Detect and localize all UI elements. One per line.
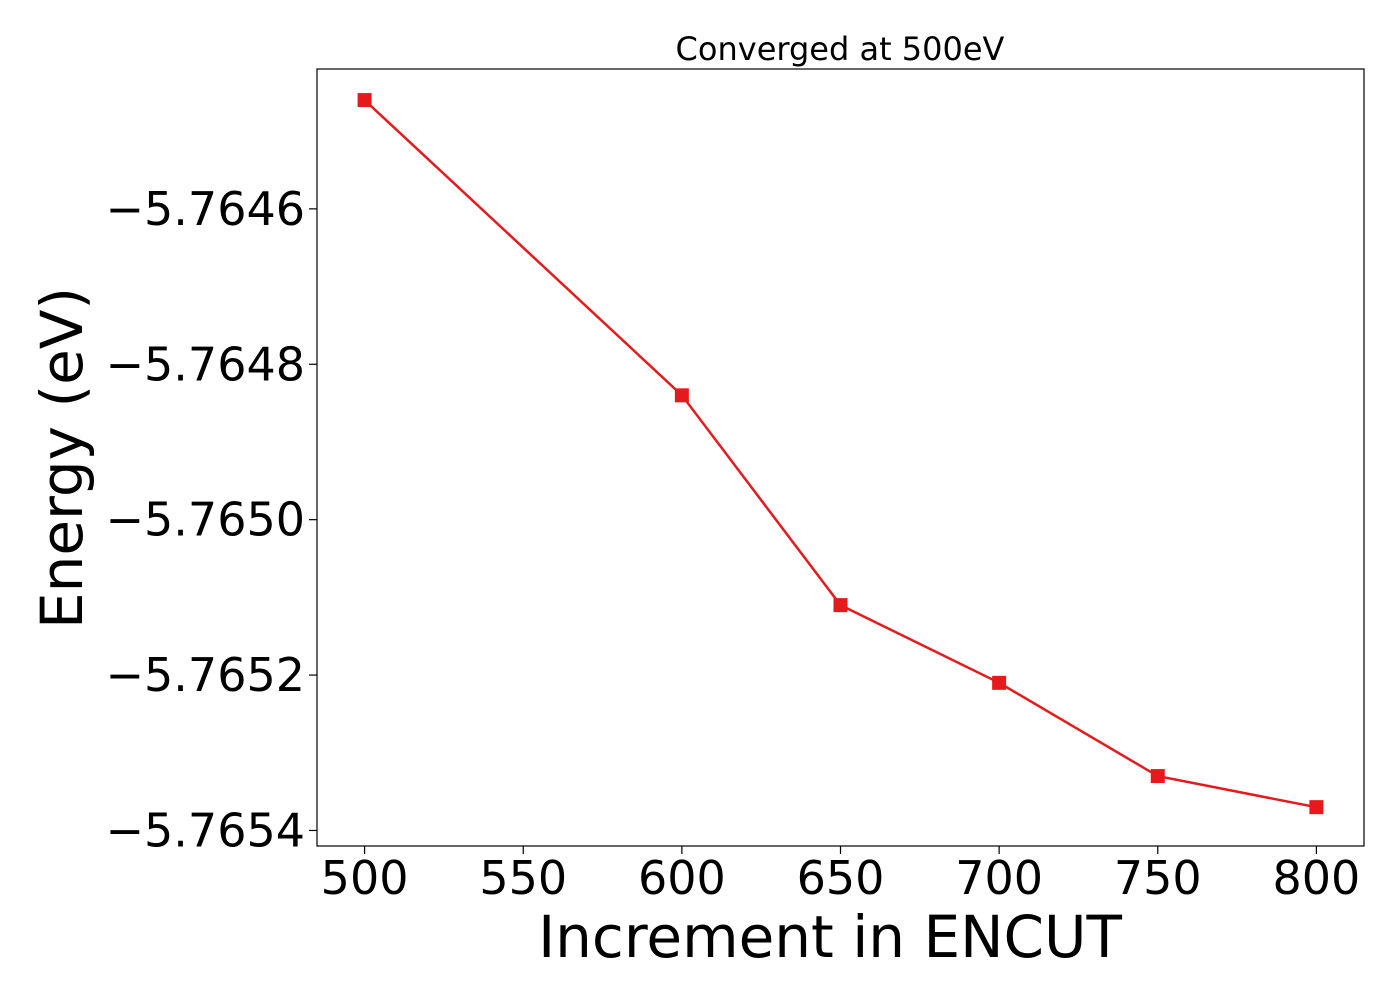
y-tick-label: −5.7648 — [106, 337, 306, 391]
x-tick-label: 700 — [955, 851, 1043, 905]
data-point-marker — [1309, 800, 1324, 815]
x-tick-label: 550 — [479, 851, 567, 905]
y-tick-label: −5.7652 — [106, 648, 306, 702]
data-point-marker — [357, 93, 372, 108]
x-tick-label: 800 — [1273, 851, 1361, 905]
x-tick-label: 600 — [638, 851, 726, 905]
x-axis-label: Increment in ENCUT — [538, 903, 1122, 971]
data-point-marker — [833, 598, 848, 613]
plot-area-frame — [316, 68, 1365, 847]
data-point-marker — [674, 388, 689, 403]
data-point-marker — [1150, 769, 1165, 784]
y-tick-label: −5.7646 — [106, 182, 306, 236]
x-tick-label: 500 — [321, 851, 409, 905]
chart-title: Converged at 500eV — [676, 30, 1005, 68]
energy-series-markers — [357, 93, 1324, 815]
energy-series-line — [363, 99, 1317, 809]
y-axis-ticks: −5.7646 −5.7648 −5.7650 −5.7652 −5.7654 — [106, 182, 317, 857]
y-tick-label: −5.7654 — [106, 803, 306, 857]
x-tick-label: 650 — [797, 851, 885, 905]
y-tick-label: −5.7650 — [106, 493, 306, 547]
x-axis-ticks: 500 550 600 650 700 750 800 — [321, 846, 1361, 905]
y-axis-label: Energy (eV) — [28, 287, 96, 629]
data-point-marker — [992, 675, 1007, 690]
x-tick-label: 750 — [1114, 851, 1202, 905]
